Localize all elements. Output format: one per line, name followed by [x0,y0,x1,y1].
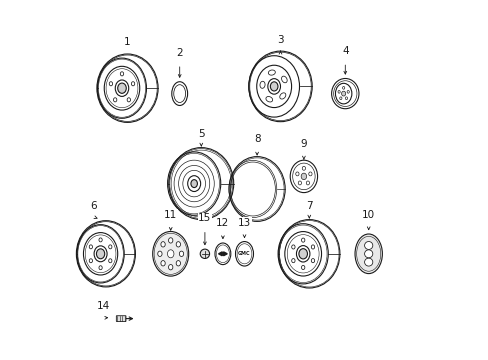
Ellipse shape [311,245,314,249]
Ellipse shape [341,91,345,96]
Ellipse shape [168,238,172,243]
Ellipse shape [108,259,112,263]
Ellipse shape [291,258,294,263]
Ellipse shape [99,266,102,270]
Text: 11: 11 [164,210,177,220]
Ellipse shape [301,173,306,180]
Text: 2: 2 [176,48,183,58]
Ellipse shape [295,172,299,176]
Ellipse shape [120,72,123,76]
Ellipse shape [281,76,286,83]
Ellipse shape [364,250,372,258]
Polygon shape [223,252,227,256]
Ellipse shape [96,249,104,259]
Ellipse shape [301,265,304,270]
Ellipse shape [345,97,347,100]
Text: 1: 1 [124,37,131,47]
Text: 13: 13 [237,217,251,228]
Text: 3: 3 [277,35,283,45]
Ellipse shape [298,249,307,259]
Ellipse shape [99,238,102,242]
Text: 8: 8 [253,134,260,144]
Ellipse shape [127,98,130,102]
Ellipse shape [152,231,188,276]
Ellipse shape [279,93,285,99]
Ellipse shape [265,96,272,102]
Ellipse shape [342,86,344,89]
Ellipse shape [167,250,174,258]
Ellipse shape [298,181,301,185]
Ellipse shape [364,258,372,266]
Text: 10: 10 [362,210,374,220]
Ellipse shape [302,166,305,170]
Ellipse shape [108,245,112,249]
Ellipse shape [337,90,340,93]
Ellipse shape [364,242,372,249]
Ellipse shape [291,245,294,249]
Ellipse shape [308,172,311,176]
Ellipse shape [89,245,92,249]
Text: 6: 6 [90,201,97,211]
Circle shape [200,249,209,258]
Ellipse shape [113,98,117,102]
Text: GMC: GMC [238,251,250,256]
Ellipse shape [161,261,165,266]
Ellipse shape [168,265,172,270]
Text: 15: 15 [198,213,211,223]
Text: 5: 5 [198,129,204,139]
Ellipse shape [118,83,126,93]
Text: 7: 7 [305,201,312,211]
Polygon shape [218,252,222,256]
FancyBboxPatch shape [116,316,126,321]
Ellipse shape [339,97,341,100]
Ellipse shape [305,181,309,185]
Ellipse shape [89,259,92,263]
Ellipse shape [161,242,165,247]
Ellipse shape [311,258,314,263]
Text: 14: 14 [97,301,110,311]
Ellipse shape [260,81,264,88]
Text: 12: 12 [216,217,229,228]
Ellipse shape [346,90,348,93]
Ellipse shape [131,82,135,86]
Text: 4: 4 [341,46,348,56]
Ellipse shape [176,242,180,247]
Ellipse shape [270,82,277,91]
Ellipse shape [176,261,180,266]
Ellipse shape [354,234,382,274]
Ellipse shape [179,251,183,256]
Ellipse shape [301,238,304,242]
Text: 9: 9 [300,139,306,149]
Ellipse shape [190,180,197,188]
Ellipse shape [268,70,275,75]
Ellipse shape [158,251,162,256]
Ellipse shape [109,82,112,86]
